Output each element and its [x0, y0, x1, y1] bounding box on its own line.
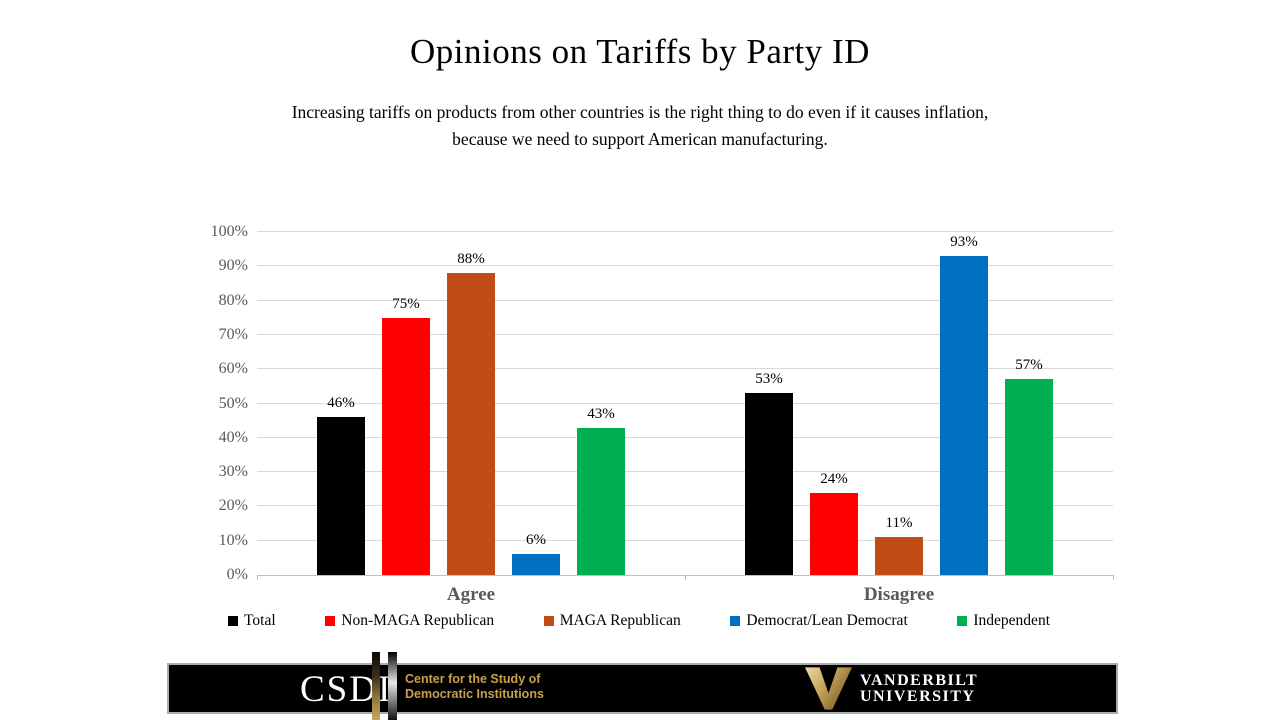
bar-value-label: 88%: [457, 251, 485, 267]
bar-value-label: 6%: [526, 532, 546, 548]
gridline-30%: [257, 471, 1113, 472]
y-axis-tick-label: 30%: [218, 463, 248, 480]
gridline-20%: [257, 505, 1113, 506]
chart-subtitle: Increasing tariffs on products from othe…: [0, 99, 1280, 153]
category-label-agree: Agree: [446, 584, 496, 605]
bar-total-agree: [317, 417, 365, 575]
bar-value-label: 11%: [885, 515, 913, 531]
vanderbilt-wordmark-line2: UNIVERSITY: [860, 687, 976, 705]
csdi-center-name: Center for the Study of Democratic Insti…: [405, 672, 544, 702]
vanderbilt-wordmark: VANDERBILT UNIVERSITY: [860, 671, 979, 705]
gridline-60%: [257, 368, 1113, 369]
plot-area: 46% 75% 88% 6% 43% 53% 24% 11% 93% 57%: [257, 231, 1114, 580]
page-title: Opinions on Tariffs by Party ID: [410, 32, 870, 71]
csdi-center-name-line1: Center for the Study of: [405, 672, 541, 686]
y-axis-tick-label: 20%: [218, 497, 248, 514]
legend-swatch-icon: [730, 616, 741, 626]
x-axis-tick: [257, 575, 258, 580]
bar-value-label: 24%: [820, 471, 848, 487]
bar-independent-agree: [577, 428, 625, 575]
bar-value-label: 53%: [755, 371, 783, 387]
legend-item-maga-republican: MAGA Republican: [543, 611, 681, 631]
gridline-80%: [257, 300, 1113, 301]
bar-value-label: 93%: [950, 234, 978, 250]
footer-bar: CSDI Center for the Study of Democratic …: [167, 652, 1118, 720]
bar-maga-republican-agree: [447, 273, 495, 575]
gridline-100%: [257, 231, 1113, 232]
csdi-center-name-line2: Democratic Institutions: [405, 687, 544, 701]
bar-value-label: 57%: [1015, 357, 1043, 373]
gridline-90%: [257, 265, 1113, 266]
bar-value-label: 75%: [392, 296, 420, 312]
y-axis-tick-label: 90%: [218, 257, 248, 274]
y-axis-tick-label: 0%: [226, 566, 248, 583]
bar-non-maga-republican-disagree: [810, 493, 858, 575]
chart-legend: Total Non-MAGA Republican MAGA Republican D…: [228, 611, 1050, 631]
bar-democrat-lean-democrat-disagree: [940, 256, 988, 575]
legend-label: MAGA Republican: [559, 612, 681, 629]
x-axis-tick: [685, 575, 686, 580]
legend-item-independent: Independent: [957, 611, 1050, 631]
legend-swatch-icon: [325, 616, 336, 626]
gridline-50%: [257, 403, 1113, 404]
gridline-70%: [257, 334, 1113, 335]
csdi-divider-gold: [372, 652, 380, 720]
csdi-divider-silver: [388, 652, 397, 720]
gridline-10%: [257, 540, 1113, 541]
y-axis-tick-label: 60%: [218, 360, 248, 377]
y-axis-tick-label: 70%: [218, 326, 248, 343]
legend-label: Democrat/Lean Democrat: [746, 612, 908, 629]
vanderbilt-logo: VANDERBILT UNIVERSITY: [805, 667, 978, 710]
bar-value-label: 46%: [327, 395, 355, 411]
y-axis-tick-label: 50%: [218, 395, 248, 412]
legend-swatch-icon: [543, 616, 554, 626]
y-axis-tick-label: 100%: [210, 223, 248, 240]
vanderbilt-wordmark-line1: VANDERBILT: [860, 671, 979, 689]
legend-item-democrat-lean-democrat: Democrat/Lean Democrat: [730, 611, 908, 631]
legend-label: Total: [244, 612, 276, 629]
legend-item-total: Total: [228, 611, 276, 631]
legend-label: Non-MAGA Republican: [341, 612, 495, 629]
y-axis-tick-label: 10%: [218, 532, 248, 549]
vanderbilt-v-icon: [805, 667, 852, 710]
chart-subtitle-line1: Increasing tariffs on products from othe…: [291, 102, 989, 122]
category-label-disagree: Disagree: [863, 584, 935, 605]
bar-value-label: 43%: [587, 406, 615, 422]
gridline-40%: [257, 437, 1113, 438]
legend-swatch-icon: [228, 616, 238, 626]
legend-item-non-maga-republican: Non-MAGA Republican: [325, 611, 494, 631]
legend-swatch-icon: [957, 616, 968, 626]
bar-maga-republican-disagree: [875, 537, 923, 575]
bar-democrat-lean-democrat-agree: [512, 554, 560, 575]
y-axis-tick-label: 80%: [218, 292, 248, 309]
bar-independent-disagree: [1005, 379, 1053, 575]
bar-total-disagree: [745, 393, 793, 575]
x-axis-tick: [1113, 575, 1114, 580]
legend-label: Independent: [973, 612, 1050, 629]
chart-subtitle-line2: because we need to support American manu…: [452, 129, 828, 149]
y-axis-tick-label: 40%: [218, 429, 248, 446]
bar-non-maga-republican-agree: [382, 318, 430, 575]
